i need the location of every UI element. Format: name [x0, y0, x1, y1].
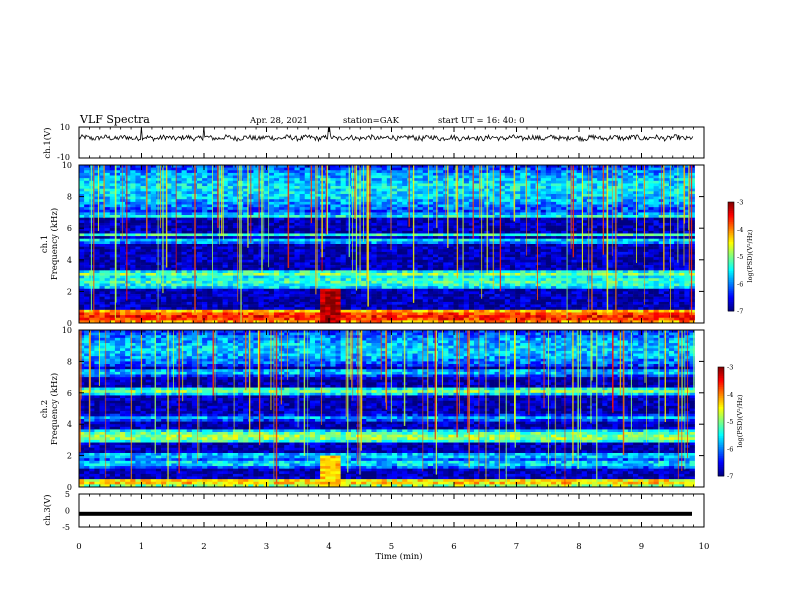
time-tick-label: 4: [326, 542, 331, 552]
colorbar-tick-label: -7: [737, 308, 743, 316]
frequency-tick-label: 2: [67, 287, 72, 296]
colorbar-tick-label: -5: [737, 253, 743, 261]
ch3-ytick-labels: 5 0 -5: [62, 490, 70, 532]
colorbar-tick-label: -6: [737, 280, 743, 288]
frequency-tick-label: 0: [67, 319, 72, 328]
colorbar-tick-label: -3: [727, 364, 733, 372]
time-tick-label: 3: [264, 542, 269, 552]
ch1-waveform-line: [78, 126, 694, 143]
ch2-spectrogram-image: [79, 330, 695, 488]
time-tick-label: 6: [451, 542, 456, 552]
ch2-colorbar-label: log(PSD)(V²/Hz): [736, 394, 744, 447]
ch1-spectrogram-panel: 0 2 4 6 8 10 ch.1 Frequency (kHz): [40, 161, 705, 328]
ch1-colorbar-gradient: [728, 202, 734, 312]
ch1-ylabel: ch.1(V): [42, 127, 53, 158]
ch2-colorbar: -3 -4 -5 -6 -7 log(PSD)(V²/Hz): [717, 364, 744, 481]
colorbar-tick-label: -4: [727, 391, 733, 399]
frequency-tick-label: 4: [67, 256, 72, 265]
ch2-frequency-axis-label: Frequency (kHz): [49, 373, 60, 445]
time-axis-label: Time (min): [375, 551, 422, 562]
ch2-frequency-ticklabels: 0 2 4 6 8 10: [62, 326, 72, 492]
ch2-spectrogram-panel: 0 2 4 6 8 10 ch.2 Frequency (kHz): [40, 326, 705, 492]
ch1-colorbar-ticklabels: -3 -4 -5 -6 -7: [737, 199, 743, 316]
colorbar-tick-label: -4: [737, 226, 743, 234]
frequency-tick-label: 8: [67, 193, 72, 202]
frequency-tick-label: 10: [62, 326, 72, 335]
ch1-colorbar-label: log(PSD)(V²/Hz): [746, 229, 754, 282]
frequency-tick-label: 2: [67, 452, 72, 461]
colorbar-tick-label: -7: [727, 473, 733, 481]
ch2-spectrogram-channel-label: ch.2: [40, 400, 50, 418]
ch3-ytick-label: 5: [65, 490, 70, 499]
colorbar-tick-label: -3: [737, 199, 743, 207]
ch2-colorbar-ticklabels: -3 -4 -5 -6 -7: [727, 364, 733, 481]
time-tick-label: 7: [514, 542, 519, 552]
time-tick-label: 2: [201, 542, 206, 552]
ch3-ylabel: ch.3(V): [42, 494, 53, 525]
time-tick-label: 1: [139, 542, 144, 552]
time-tick-label: 8: [576, 542, 581, 552]
ch2-colorbar-gradient: [718, 367, 724, 477]
ch3-waveform-line: [79, 511, 692, 516]
colorbar-tick-label: -5: [727, 418, 733, 426]
time-tick-label: 5: [389, 542, 394, 552]
colorbar-tick-label: -6: [727, 445, 733, 453]
frequency-tick-label: 0: [67, 483, 72, 492]
frequency-tick-label: 10: [62, 161, 72, 170]
frequency-tick-label: 4: [67, 420, 72, 429]
ch3-waveform-panel: 5 0 -5 ch.3(V) 0 1 2 3 4 5 6 7 8 9 10 Time (min): [42, 490, 709, 562]
ch3-ytick-label: -5: [62, 523, 70, 532]
ch1-frequency-axis-label: Frequency (kHz): [49, 208, 60, 280]
ch1-waveform-panel: 10 -10 ch.1(V): [42, 123, 705, 162]
ch1-spectrogram-channel-label: ch.1: [40, 235, 50, 253]
frequency-tick-label: 8: [67, 357, 72, 366]
time-tick-label: 10: [699, 542, 710, 552]
date-label: Apr. 28, 2021: [249, 116, 308, 126]
ch1-ytick-top: 10: [60, 123, 70, 132]
start-time-label: start UT = 16: 40: 0: [438, 116, 525, 126]
time-tick-label: 9: [639, 542, 644, 552]
time-axis-ticklabels: 0 1 2 3 4 5 6 7 8 9 10: [76, 542, 709, 552]
frequency-tick-label: 6: [67, 389, 72, 398]
ch1-colorbar: -3 -4 -5 -6 -7 log(PSD)(V²/Hz): [727, 199, 754, 316]
ch3-ytick-label: 0: [65, 507, 70, 516]
time-tick-label: 0: [76, 542, 81, 552]
ch1-frequency-ticklabels: 0 2 4 6 8 10: [62, 161, 72, 328]
figure-title: VLF Spectra: [79, 113, 150, 126]
frequency-tick-label: 6: [67, 224, 72, 233]
ch1-ytick-bottom: -10: [57, 153, 70, 162]
station-label: station=GAK: [343, 116, 400, 126]
ch1-spectrogram-image: [79, 165, 695, 324]
